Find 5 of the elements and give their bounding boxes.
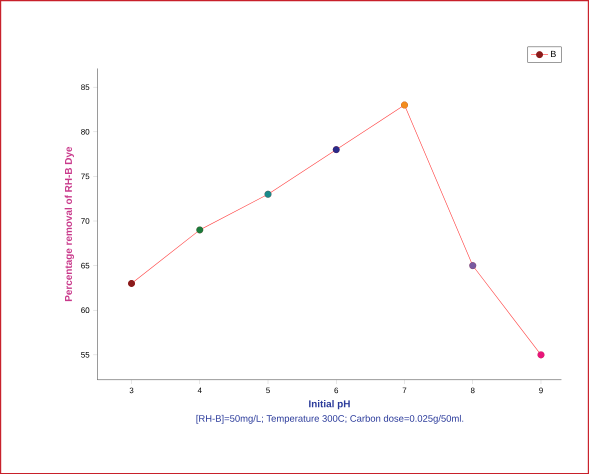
point bbox=[128, 280, 136, 287]
y-axis-title: Percentage removal of RH-B Dye bbox=[64, 146, 74, 301]
legend-label: B bbox=[551, 50, 556, 57]
x-axis-title: Initial pH bbox=[309, 400, 350, 410]
text: [RH-B]=50mg/L; Temperature 300C; Carbon dose=0.025g/50ml. bbox=[196, 414, 464, 424]
